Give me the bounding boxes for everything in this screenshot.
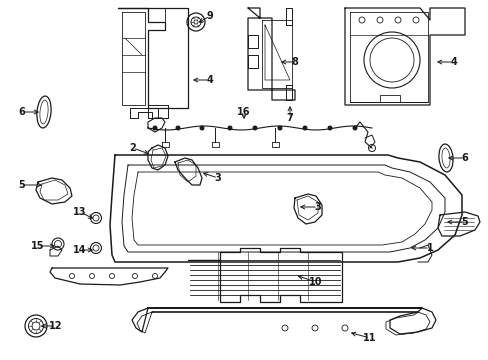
Circle shape: [327, 126, 331, 130]
Circle shape: [252, 126, 257, 130]
Circle shape: [200, 126, 203, 130]
Text: 2: 2: [129, 143, 136, 153]
Circle shape: [153, 126, 157, 130]
Text: 10: 10: [308, 277, 322, 287]
Circle shape: [176, 126, 180, 130]
Text: 6: 6: [461, 153, 468, 163]
Text: 11: 11: [363, 333, 376, 343]
Text: 4: 4: [206, 75, 213, 85]
Text: 14: 14: [73, 245, 86, 255]
Text: 1: 1: [426, 243, 432, 253]
Text: 3: 3: [314, 202, 321, 212]
Text: 5: 5: [19, 180, 25, 190]
Text: 5: 5: [461, 217, 468, 227]
Text: 9: 9: [206, 11, 213, 21]
Text: 13: 13: [73, 207, 86, 217]
Text: 7: 7: [286, 113, 293, 123]
Text: 8: 8: [291, 57, 298, 67]
Text: 16: 16: [237, 107, 250, 117]
Circle shape: [278, 126, 282, 130]
Circle shape: [303, 126, 306, 130]
Circle shape: [227, 126, 231, 130]
Text: 6: 6: [19, 107, 25, 117]
Text: 15: 15: [31, 241, 45, 251]
Circle shape: [352, 126, 356, 130]
Text: 12: 12: [49, 321, 62, 331]
Text: 4: 4: [450, 57, 456, 67]
Text: 3: 3: [214, 173, 221, 183]
